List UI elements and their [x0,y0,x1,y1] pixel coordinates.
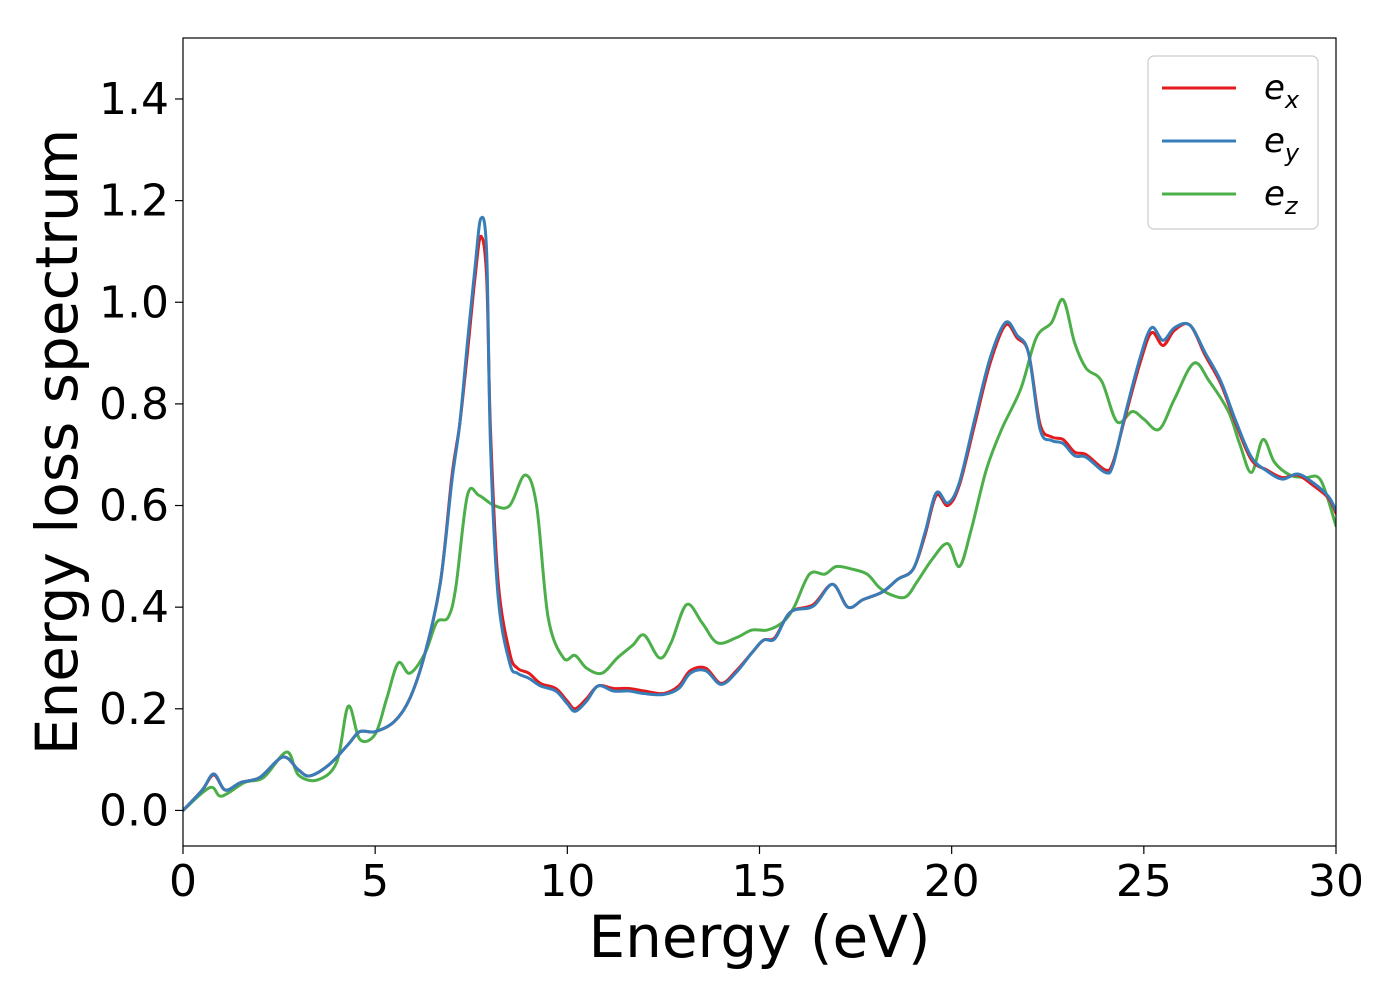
y-tick-label: 0.6 [99,481,169,532]
series-lines [183,215,1336,812]
y-tick-label: 0.0 [99,785,169,836]
y-tick-label: 1.2 [99,176,169,227]
y-tick-label: 0.8 [99,379,169,430]
x-axis-label: Energy (eV) [588,903,930,971]
x-tick-label: 25 [1116,856,1172,907]
y-axis: 0.0 0.2 0.4 0.6 0.8 1.0 1.2 1.4 [99,74,183,836]
legend-label-ex: ex [1264,68,1300,114]
legend-label-subscript: z [1284,192,1299,220]
legend-label-subscript: y [1284,139,1300,167]
x-tick-label: 15 [732,856,788,907]
x-axis: 0 5 10 15 20 25 30 [169,846,1364,907]
legend-label-base: e [1264,68,1285,108]
x-tick-label: 10 [539,856,595,907]
series-line-ey [183,215,1336,812]
y-tick-label: 0.4 [99,582,169,633]
legend-label-subscript: x [1284,86,1300,114]
legend-label-ey: ey [1264,121,1300,167]
x-tick-label: 0 [169,856,197,907]
y-tick-label: 1.0 [99,277,169,328]
legend-label-base: e [1264,121,1285,161]
legend-label-ez: ez [1264,174,1299,220]
legend-label-base: e [1264,174,1285,214]
x-tick-label: 20 [924,856,980,907]
y-tick-label: 1.4 [99,74,169,125]
y-tick-label: 0.2 [99,684,169,735]
series-line-ez [183,297,1336,812]
x-tick-label: 5 [361,856,389,907]
y-axis-label: Energy loss spectrum [23,129,91,755]
x-tick-label: 30 [1308,856,1364,907]
